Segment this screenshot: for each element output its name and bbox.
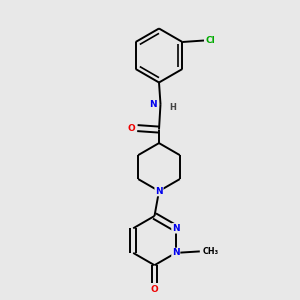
Text: O: O <box>151 285 158 294</box>
Text: O: O <box>128 124 135 133</box>
Text: N: N <box>172 224 180 233</box>
Text: N: N <box>149 100 157 109</box>
Text: Cl: Cl <box>206 36 215 45</box>
Text: N: N <box>155 187 163 196</box>
Text: N: N <box>172 248 180 257</box>
Text: CH₃: CH₃ <box>202 247 218 256</box>
Text: H: H <box>169 103 176 112</box>
